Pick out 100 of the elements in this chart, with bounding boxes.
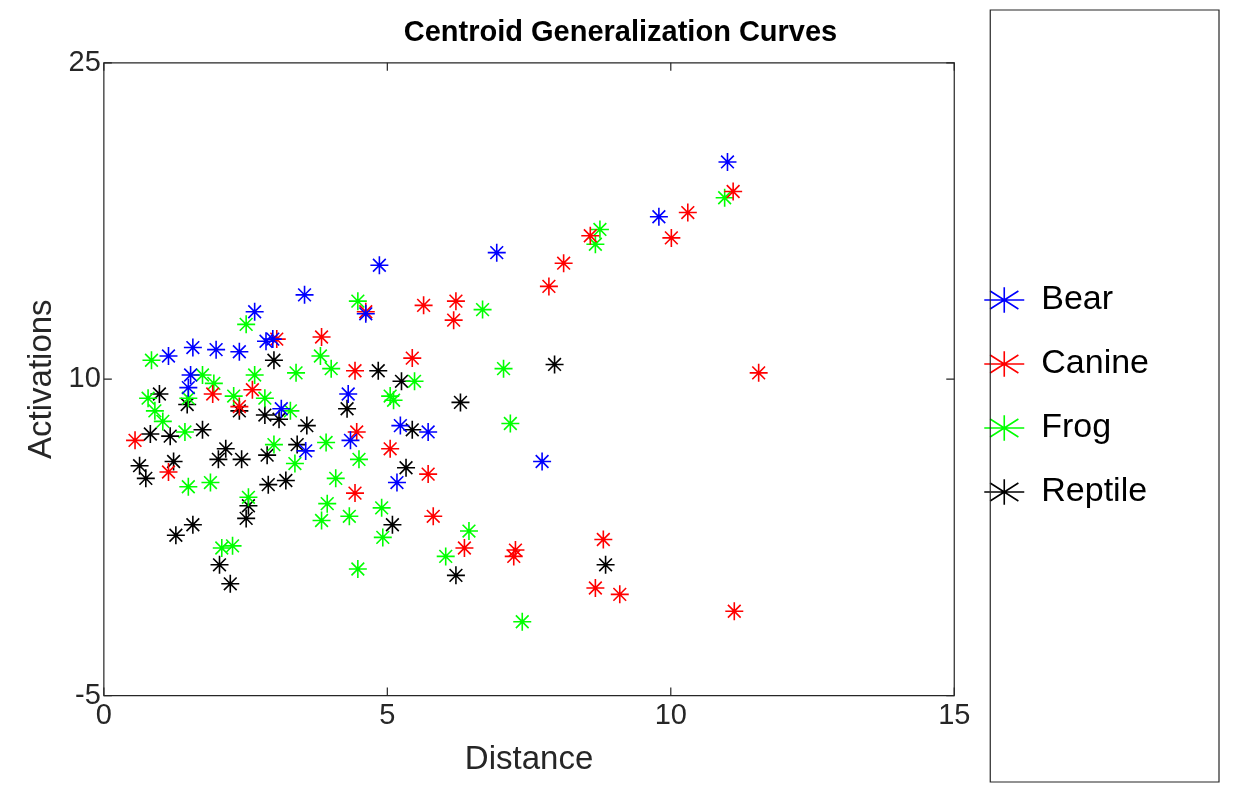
point xyxy=(585,234,606,254)
point xyxy=(348,559,368,579)
point xyxy=(369,255,390,276)
point xyxy=(136,468,156,489)
point xyxy=(211,538,232,558)
point xyxy=(257,445,277,465)
point xyxy=(192,420,213,440)
point xyxy=(345,483,365,503)
point xyxy=(404,371,425,392)
point xyxy=(539,276,559,297)
point xyxy=(202,384,223,404)
point xyxy=(748,363,769,383)
point xyxy=(349,449,369,470)
point xyxy=(532,451,552,472)
point xyxy=(544,354,565,375)
point xyxy=(418,464,438,484)
point xyxy=(153,411,173,432)
point xyxy=(255,405,275,425)
point xyxy=(382,514,403,535)
point xyxy=(486,242,507,263)
point xyxy=(140,424,161,444)
point xyxy=(297,415,317,436)
point xyxy=(372,527,393,548)
point xyxy=(340,430,361,451)
point xyxy=(413,295,434,316)
point xyxy=(493,358,514,379)
legend-label: Frog xyxy=(1041,406,1112,445)
point xyxy=(295,441,316,461)
point xyxy=(348,291,368,311)
point xyxy=(337,398,357,419)
point xyxy=(183,337,203,358)
legend-label: Reptile xyxy=(1041,470,1148,509)
point xyxy=(396,457,416,478)
point xyxy=(244,365,265,385)
point xyxy=(723,181,743,202)
point xyxy=(236,508,256,529)
point xyxy=(446,291,466,311)
legend-label: Bear xyxy=(1041,278,1114,317)
point xyxy=(255,388,275,408)
point xyxy=(717,152,738,172)
point xyxy=(661,228,682,248)
point xyxy=(311,327,332,347)
point xyxy=(595,555,616,575)
point xyxy=(714,188,735,208)
point xyxy=(242,379,263,400)
point xyxy=(264,350,284,371)
point xyxy=(553,253,574,273)
point xyxy=(325,468,346,489)
point xyxy=(178,476,199,497)
x-tick-label: 10 xyxy=(654,698,687,730)
point xyxy=(500,413,521,434)
point xyxy=(163,451,184,472)
point xyxy=(512,611,533,632)
point xyxy=(459,521,479,541)
point xyxy=(220,574,241,594)
point xyxy=(383,390,404,411)
point xyxy=(141,350,162,371)
y-axis-title: Activations xyxy=(20,299,58,459)
point xyxy=(402,348,423,368)
point xyxy=(209,555,230,575)
point xyxy=(138,388,158,408)
point xyxy=(244,301,265,322)
point xyxy=(390,415,411,436)
point xyxy=(418,422,438,442)
point xyxy=(158,462,179,482)
point xyxy=(285,453,305,474)
point xyxy=(145,401,165,421)
point xyxy=(380,439,400,459)
point xyxy=(229,401,250,421)
point xyxy=(371,498,392,518)
legend-label: Canine xyxy=(1041,342,1150,381)
point xyxy=(256,331,276,352)
point xyxy=(269,409,289,430)
point xyxy=(238,487,259,508)
point xyxy=(505,540,526,560)
point xyxy=(271,398,292,419)
point xyxy=(310,346,331,366)
point xyxy=(317,493,338,514)
point xyxy=(443,310,464,330)
point xyxy=(294,285,315,305)
point xyxy=(229,341,250,362)
point xyxy=(215,439,236,459)
point xyxy=(345,360,365,381)
point xyxy=(311,510,332,531)
point xyxy=(472,299,493,320)
point xyxy=(287,434,307,455)
point xyxy=(178,388,199,408)
point xyxy=(724,601,745,622)
point xyxy=(229,396,250,417)
y-tick-label: 25 xyxy=(68,44,101,77)
point xyxy=(402,420,423,440)
point xyxy=(338,384,359,404)
point xyxy=(160,426,180,446)
point xyxy=(585,578,606,598)
point xyxy=(446,565,466,586)
point xyxy=(206,339,226,360)
point xyxy=(222,536,243,556)
point xyxy=(166,525,186,546)
x-tick-label: 15 xyxy=(938,698,971,730)
point xyxy=(280,401,301,421)
